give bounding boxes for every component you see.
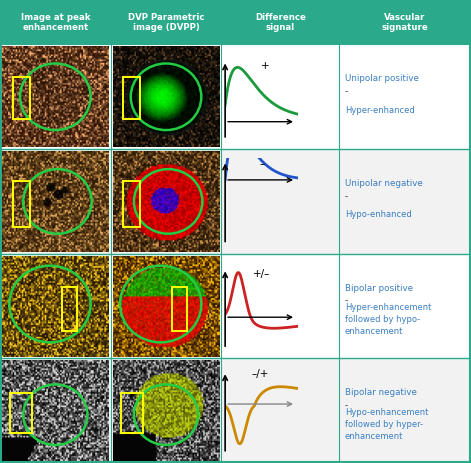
Text: +: + [261,61,269,71]
Text: +/–: +/– [253,268,270,278]
Text: Hyper-enhanced: Hyper-enhanced [345,106,414,115]
Text: -: - [345,191,348,200]
Text: Hypo-enhanced: Hypo-enhanced [345,210,412,219]
Bar [121,393,143,433]
Bar [13,77,30,120]
Text: Vascular
signature: Vascular signature [382,13,429,32]
Bar [62,287,77,332]
Text: -: - [345,87,348,96]
Text: Hyper-enhancement
followed by hypo-
enhancement: Hyper-enhancement followed by hypo- enha… [345,303,431,335]
Bar [13,182,30,227]
Bar [0,358,471,463]
Bar [0,0,471,45]
Text: -: - [345,296,348,305]
Text: -: - [345,400,348,409]
Text: Hypo-enhancement
followed by hyper-
enhancement: Hypo-enhancement followed by hyper- enha… [345,407,428,439]
Bar [123,77,140,120]
Bar [0,150,471,254]
Text: Image at peak
enhancement: Image at peak enhancement [21,13,90,32]
Text: DVP Parametric
image (DVPP): DVP Parametric image (DVPP) [128,13,204,32]
Text: Bipolar negative: Bipolar negative [345,388,417,396]
Text: Difference
signal: Difference signal [255,13,306,32]
Bar [172,287,187,332]
Bar [0,254,471,358]
Text: Unipolar negative: Unipolar negative [345,179,422,188]
Text: –/+: –/+ [252,368,269,378]
Bar [123,182,140,227]
Text: –: – [259,159,264,169]
Bar [0,45,471,150]
Bar [10,393,32,433]
Text: Bipolar positive: Bipolar positive [345,283,413,292]
Text: Unipolar positive: Unipolar positive [345,74,419,83]
